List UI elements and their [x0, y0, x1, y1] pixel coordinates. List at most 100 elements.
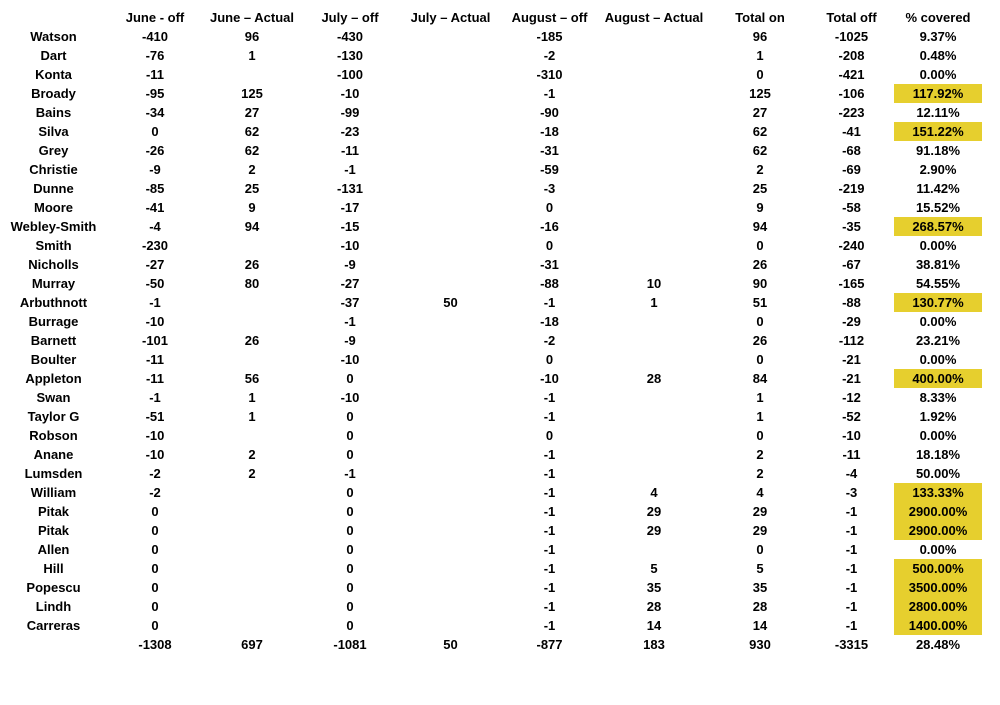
value-cell	[597, 84, 711, 103]
value-cell: 26	[244, 333, 260, 348]
value-cell: -18	[540, 314, 559, 329]
value-cell: -52	[842, 409, 861, 424]
table-row: Lumsden -2 2 -1 -1 2 -4 50.00%	[0, 464, 982, 483]
table-row: Pitak 0 0 -1 29 29 -1 2900.00%	[0, 521, 982, 540]
value-cell: -10	[340, 86, 360, 101]
row-name-cell	[0, 635, 107, 654]
value-cell: -2	[543, 333, 556, 348]
value-cell: -88	[842, 295, 861, 310]
value-cell: 62	[752, 124, 768, 139]
pct-covered-cell: 400.00%	[894, 369, 982, 388]
value-cell: 0	[151, 599, 159, 614]
value-cell: 2	[248, 447, 256, 462]
value-cell: -50	[145, 276, 165, 291]
value-cell: -1025	[834, 29, 869, 44]
table-row: Burrage -10 -1 -18 0 -29 0.00%	[0, 312, 982, 331]
value-cell: -21	[842, 371, 861, 386]
value-cell	[203, 65, 301, 84]
row-name-cell: Burrage	[28, 314, 79, 329]
value-cell: 4	[650, 485, 658, 500]
value-cell: 56	[244, 371, 260, 386]
pct-covered-cell: 11.42%	[916, 181, 960, 196]
value-cell	[399, 160, 502, 179]
value-cell	[203, 578, 301, 597]
row-name-cell: Allen	[37, 542, 70, 557]
value-cell: -9	[344, 257, 356, 272]
table-row: Moore -41 9 -17 0 9 -58 15.52%	[0, 198, 982, 217]
value-cell: -1	[344, 162, 356, 177]
row-name-cell: Nicholls	[28, 257, 79, 272]
value-cell: -11	[145, 67, 165, 82]
table-row: Allen 0 0 -1 0 -1 0.00%	[0, 540, 982, 559]
pct-covered-cell: 2.90%	[919, 162, 957, 177]
pct-covered-cell: 0.00%	[919, 238, 957, 253]
value-cell: -421	[838, 67, 865, 82]
value-cell: -100	[336, 67, 364, 82]
pct-covered-cell: 18.18%	[915, 447, 961, 462]
value-cell: 94	[244, 219, 260, 234]
value-cell: -21	[842, 352, 861, 367]
value-cell	[399, 179, 502, 198]
value-cell: -1	[845, 561, 858, 576]
value-cell: 0	[346, 599, 354, 614]
pct-covered-cell: 0.00%	[919, 67, 957, 82]
value-cell: -27	[340, 276, 360, 291]
pct-covered-cell: 38.81%	[915, 257, 961, 272]
value-cell: -1	[344, 466, 356, 481]
value-cell: 930	[749, 637, 771, 652]
table-row: Grey -26 62 -11 -31 62 -68 91.18%	[0, 141, 982, 160]
value-cell: -223	[838, 105, 865, 120]
value-cell	[597, 46, 711, 65]
value-cell: 125	[241, 86, 263, 101]
header-pct-covered: % covered	[905, 10, 971, 25]
value-cell	[399, 331, 502, 350]
value-cell: 0	[151, 580, 159, 595]
value-cell: 5	[650, 561, 658, 576]
value-cell: -208	[838, 48, 865, 63]
value-cell: 96	[244, 29, 260, 44]
value-cell: 1	[756, 409, 764, 424]
value-cell: -219	[838, 181, 865, 196]
value-cell: -310	[536, 67, 563, 82]
value-cell: -10	[145, 447, 165, 462]
value-cell: -131	[336, 181, 364, 196]
value-cell: -1	[344, 314, 356, 329]
table-row: Anane -10 2 0 -1 2 -11 18.18%	[0, 445, 982, 464]
value-cell: -10	[340, 238, 360, 253]
table-row: Popescu 0 0 -1 35 35 -1 3500.00%	[0, 578, 982, 597]
value-cell: -3	[543, 181, 556, 196]
value-cell: -11	[145, 352, 165, 367]
value-cell	[399, 521, 502, 540]
value-cell	[597, 350, 711, 369]
value-cell: 0	[346, 542, 354, 557]
value-cell	[399, 407, 502, 426]
value-cell: 94	[752, 219, 768, 234]
value-cell	[399, 141, 502, 160]
value-cell: -1	[543, 447, 556, 462]
value-cell: -26	[145, 143, 165, 158]
value-cell: -1	[543, 485, 556, 500]
value-cell: -9	[344, 333, 356, 348]
value-cell: 26	[752, 257, 768, 272]
row-name-cell: Silva	[38, 124, 69, 139]
pct-covered-cell: 0.48%	[919, 48, 957, 63]
pct-covered-cell: 130.77%	[894, 293, 982, 312]
header-august-off: August – off	[511, 10, 588, 25]
table-row: Smith -230 -10 0 0 -240 0.00%	[0, 236, 982, 255]
value-cell	[399, 217, 502, 236]
value-cell: -34	[145, 105, 165, 120]
value-cell: -1	[543, 523, 556, 538]
pct-covered-cell: 2900.00%	[894, 521, 982, 540]
value-cell: -10	[340, 352, 360, 367]
value-cell: 2	[756, 162, 764, 177]
value-cell	[399, 540, 502, 559]
value-cell: 50	[443, 295, 458, 310]
value-cell: 0	[756, 67, 764, 82]
value-cell: -9	[149, 162, 161, 177]
header-june-off: June - off	[125, 10, 185, 25]
value-cell	[597, 388, 711, 407]
value-cell: 0	[545, 352, 554, 367]
value-cell: -69	[842, 162, 861, 177]
table-row: Hill 0 0 -1 5 5 -1 500.00%	[0, 559, 982, 578]
value-cell: -95	[145, 86, 165, 101]
